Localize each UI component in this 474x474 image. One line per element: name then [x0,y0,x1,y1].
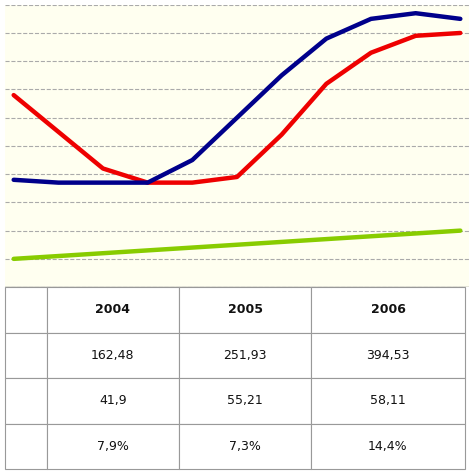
Text: 251,93: 251,93 [223,349,267,362]
Bar [5,378,46,424]
Bar [179,424,311,469]
Bar [5,424,46,469]
Bar [311,424,465,469]
Text: 58,11: 58,11 [370,394,406,408]
Text: 2004: 2004 [95,303,130,316]
Text: 394,53: 394,53 [366,349,410,362]
Bar [46,333,179,378]
Bar [5,333,46,378]
Bar [46,287,179,333]
Bar [46,424,179,469]
Bar [179,378,311,424]
Text: 41,9: 41,9 [99,394,127,408]
Text: 2006: 2006 [371,303,405,316]
Bar [311,287,465,333]
Text: 2005: 2005 [228,303,263,316]
Bar [179,287,311,333]
Text: 162,48: 162,48 [91,349,135,362]
Bar [311,378,465,424]
Bar [311,333,465,378]
Text: 14,4%: 14,4% [368,440,408,453]
Bar [5,287,46,333]
Text: 55,21: 55,21 [227,394,263,408]
Text: 7,9%: 7,9% [97,440,128,453]
Bar [46,378,179,424]
Bar [179,333,311,378]
Text: 7,3%: 7,3% [229,440,261,453]
